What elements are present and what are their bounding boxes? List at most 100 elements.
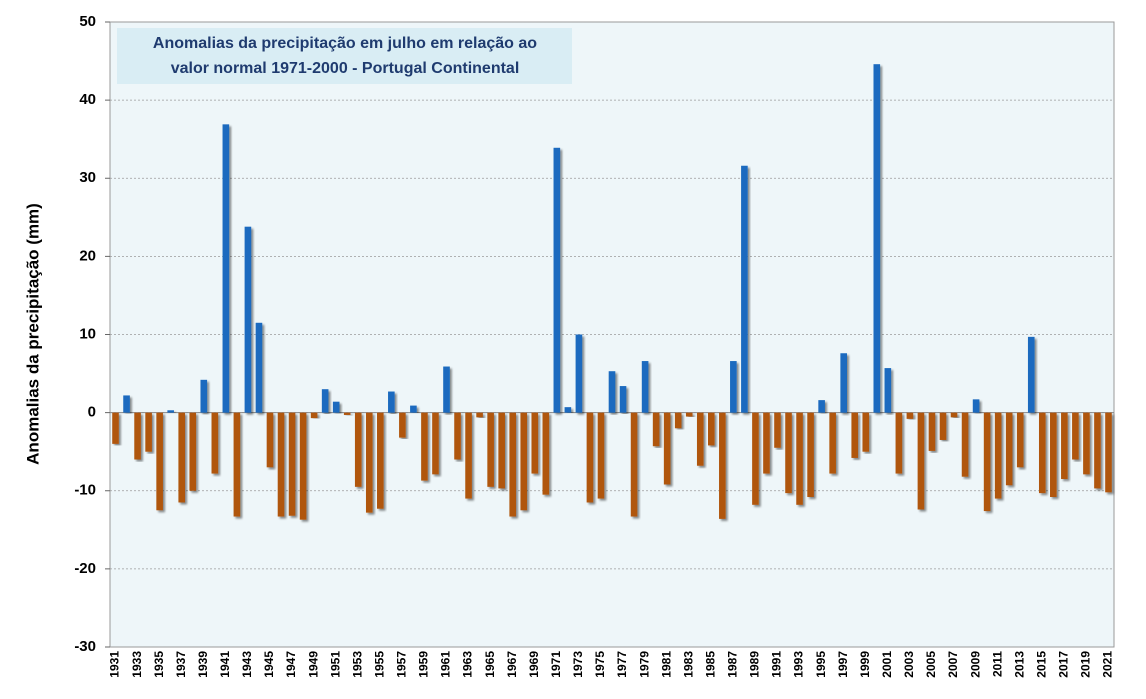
x-tick-label: 1991: [770, 651, 784, 678]
x-tick-label: 2003: [902, 651, 916, 678]
y-tick-label: -20: [74, 560, 96, 577]
x-tick-label: 1959: [417, 651, 431, 678]
bar: [354, 412, 362, 487]
bar: [1061, 412, 1068, 480]
bar: [509, 412, 517, 517]
bar: [1038, 412, 1046, 494]
x-tick-label: 1951: [328, 651, 342, 678]
bar: [399, 412, 406, 438]
x-tick-label: 1935: [152, 651, 166, 678]
bar: [774, 412, 781, 448]
x-tick-label: 1941: [218, 651, 232, 678]
bar: [189, 412, 197, 491]
x-tick-label: 1949: [306, 651, 320, 678]
x-tick-label: 2017: [1057, 651, 1071, 678]
y-axis-label: Anomalias da precipitação (mm): [23, 203, 42, 465]
bar: [829, 412, 836, 474]
bar: [564, 407, 572, 413]
bar: [299, 412, 307, 520]
x-tick-label: 1953: [350, 651, 364, 678]
bar: [553, 147, 561, 413]
bar: [928, 412, 936, 451]
bar: [531, 412, 539, 474]
bar: [222, 124, 230, 413]
bar: [950, 412, 958, 418]
x-tick-label: 1955: [372, 651, 386, 678]
x-tick-label: 1981: [659, 651, 673, 678]
bar: [851, 412, 859, 458]
y-tick-label: 0: [88, 404, 96, 421]
x-tick-label: 1945: [262, 651, 276, 678]
x-tick-label: 2019: [1079, 651, 1093, 678]
x-tick-label: 1985: [703, 651, 717, 678]
bar: [785, 412, 792, 494]
bar: [377, 412, 384, 509]
bar: [542, 412, 550, 495]
bar: [487, 412, 494, 487]
bar: [796, 412, 803, 505]
bar: [873, 64, 881, 413]
bar: [1050, 412, 1057, 497]
x-tick-label: 2005: [924, 651, 938, 678]
y-tick-label: 40: [79, 91, 96, 108]
bar: [884, 368, 892, 413]
x-tick-label: 1947: [284, 651, 298, 678]
bar: [741, 165, 748, 413]
x-tick-label: 2007: [946, 651, 960, 678]
bar: [972, 399, 980, 413]
bar: [818, 400, 825, 413]
x-tick-label: 1989: [748, 651, 762, 678]
bar: [134, 412, 141, 460]
y-tick-label: 30: [79, 169, 96, 186]
x-tick-label: 1993: [792, 651, 806, 678]
x-tick-label: 2009: [968, 651, 982, 678]
bar: [332, 401, 340, 413]
bar: [244, 226, 252, 413]
x-tick-label: 1937: [174, 651, 188, 678]
bar: [498, 412, 505, 489]
bar: [277, 412, 285, 517]
bar: [156, 412, 163, 511]
bar: [410, 405, 417, 413]
bar: [123, 395, 130, 413]
x-tick-label: 1977: [615, 651, 629, 678]
x-tick-label: 1931: [108, 651, 122, 678]
x-tick-label: 1933: [130, 651, 144, 678]
bar: [255, 322, 263, 413]
y-tick-label: 50: [79, 13, 96, 30]
bar: [211, 412, 219, 474]
bar: [961, 412, 969, 477]
x-tick-label: 1987: [726, 651, 740, 678]
bar: [895, 412, 903, 474]
bar: [696, 412, 704, 466]
x-tick-label: 1967: [505, 651, 519, 678]
bar: [1083, 412, 1090, 475]
bar: [939, 412, 947, 440]
x-tick-label: 2013: [1012, 651, 1026, 678]
x-tick-label: 1971: [549, 651, 563, 678]
x-tick-label: 1983: [681, 651, 695, 678]
bar: [266, 412, 274, 468]
bar: [233, 412, 241, 517]
bar: [167, 410, 174, 413]
bar: [200, 379, 208, 413]
bar: [619, 386, 627, 413]
bar: [597, 412, 605, 499]
x-tick-label: 1975: [593, 651, 607, 678]
x-tick-label: 2011: [990, 651, 1004, 677]
bar: [630, 412, 638, 517]
x-tick-label: 1969: [527, 651, 541, 678]
chart-title: Anomalias da precipitação em julho em re…: [153, 35, 537, 52]
bar: [476, 412, 483, 418]
bar: [288, 412, 296, 516]
x-tick-label: 1961: [439, 651, 453, 678]
bar: [1105, 412, 1112, 493]
bar: [421, 412, 428, 481]
title-box: [117, 28, 572, 84]
bar: [1027, 336, 1035, 413]
bar: [575, 334, 583, 413]
y-tick-label: -30: [74, 638, 96, 655]
bar: [917, 412, 925, 510]
bar: [674, 412, 682, 429]
bar: [1072, 412, 1079, 460]
